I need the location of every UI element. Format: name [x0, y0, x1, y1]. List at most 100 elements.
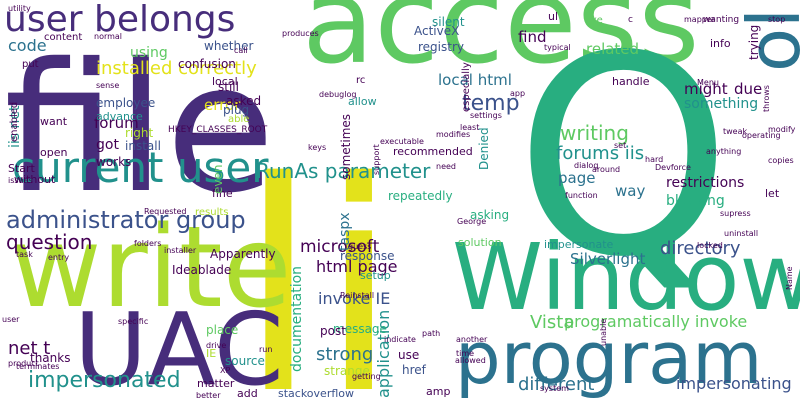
cloud-word: install [125, 139, 161, 153]
cloud-word: info [710, 37, 731, 50]
cloud-word: right [125, 126, 154, 140]
cloud-word: Denied [477, 127, 491, 170]
cloud-word: related [586, 40, 640, 58]
cloud-word: restrictions [666, 175, 745, 191]
cloud-word: open [40, 146, 68, 159]
cloud-word: microsoft [300, 237, 380, 257]
cloud-word: using [130, 45, 168, 61]
cloud-word: different [518, 374, 595, 395]
cloud-word: matter [197, 377, 235, 390]
cloud-word: works [96, 155, 132, 169]
cloud-word: terminates [16, 362, 60, 371]
cloud-word: user belongs [4, 0, 236, 40]
cloud-word: getting [352, 372, 381, 381]
cloud-word: modifies [436, 130, 471, 139]
cloud-word: forum [94, 114, 139, 132]
cloud-word: product [8, 359, 39, 368]
cloud-word: trying [747, 24, 761, 60]
cloud-word: exe [585, 15, 603, 26]
cloud-word: locked [697, 241, 723, 250]
cloud-word: li [238, 121, 400, 400]
cloud-word: stop [768, 15, 786, 24]
cloud-word: ul [548, 10, 559, 23]
cloud-word: forums iis [556, 143, 645, 164]
cloud-word: invoke IE [318, 289, 391, 308]
cloud-word: use [398, 348, 420, 362]
cloud-word: normal [94, 32, 123, 41]
cloud-word: Devforce [655, 163, 691, 172]
cloud-word: folders [134, 239, 162, 248]
cloud-word: employee [96, 96, 156, 110]
cloud-word: c [628, 15, 633, 25]
cloud-word: content [44, 32, 83, 43]
cloud-word: temp [462, 91, 520, 116]
cloud-word: message [333, 322, 387, 336]
cloud-word: function [565, 191, 598, 200]
cloud-word: let [765, 187, 780, 200]
cloud-word: Requested [144, 207, 187, 216]
cloud-word: Vista [530, 312, 575, 333]
cloud-word: repeatedly [388, 189, 453, 203]
cloud-word: tweak [723, 127, 748, 136]
cloud-word: find [518, 28, 547, 46]
cloud-word: file [4, 25, 276, 232]
cloud-word: rc [356, 75, 366, 86]
cloud-word: dialog [574, 161, 599, 170]
cloud-word: due [734, 80, 763, 98]
cloud-word: need [436, 162, 456, 171]
cloud-word: George [457, 217, 487, 226]
cloud-word: stackoverflow [278, 387, 354, 400]
cloud-word: administrator group [6, 206, 246, 234]
cloud-word: results [195, 207, 229, 218]
cloud-word: call [234, 46, 248, 55]
cloud-word: indicate [384, 335, 416, 344]
cloud-word: still [218, 80, 239, 94]
cloud-word: want [40, 115, 68, 128]
cloud-word: html page [316, 257, 398, 276]
cloud-word: net t [8, 338, 51, 359]
cloud-word: Silverlight [570, 250, 646, 268]
cloud-word: enabled [9, 101, 20, 142]
cloud-word: whether [204, 39, 254, 53]
cloud-word: confusion [178, 57, 236, 71]
cloud-word: sense [96, 81, 120, 90]
cloud-word: HKEY_CLASSES_ROOT [168, 125, 268, 135]
cloud-word: thanks [30, 351, 71, 365]
cloud-word: documentation [289, 265, 305, 372]
cloud-word: writing [560, 121, 629, 145]
cloud-word: least [460, 123, 480, 132]
cloud-word: silent [432, 15, 465, 29]
cloud-word: Ideablade [172, 263, 232, 277]
cloud-word: impersonating [676, 374, 792, 393]
cloud-word: support [372, 144, 381, 175]
cloud-word: fine [212, 187, 233, 200]
cloud-word: impersonated [28, 368, 181, 393]
cloud-word: executable [380, 137, 424, 146]
cloud-word: time [456, 349, 475, 358]
cloud-word: wanting [703, 15, 740, 25]
cloud-word: installer [164, 246, 197, 255]
cloud-word: solution [458, 236, 502, 249]
cloud-word: operating [742, 131, 781, 140]
cloud-word: uninstall [724, 229, 759, 238]
cloud-word: user [2, 315, 20, 324]
cloud-word: produces [282, 29, 319, 38]
cloud-word: ActiveX [414, 24, 460, 38]
cloud-word: XP [220, 366, 231, 375]
cloud-word: directory [660, 238, 741, 259]
cloud-word: asking [470, 208, 510, 222]
cloud-word: Menu [697, 78, 719, 87]
cloud-word: current user [12, 143, 269, 192]
cloud-word: Windows [452, 224, 800, 331]
cloud-word: local html [438, 71, 512, 89]
cloud-word: throws [762, 85, 771, 112]
cloud-word: strong [316, 344, 374, 365]
cloud-word: post [320, 324, 346, 338]
cloud-word: UAC [74, 291, 284, 400]
cloud-word: Reinstall [340, 291, 375, 300]
cloud-word: program [455, 316, 763, 400]
cloud-word: hard [645, 155, 664, 164]
cloud-word: Q [515, 0, 732, 317]
cloud-word: way [615, 182, 646, 200]
